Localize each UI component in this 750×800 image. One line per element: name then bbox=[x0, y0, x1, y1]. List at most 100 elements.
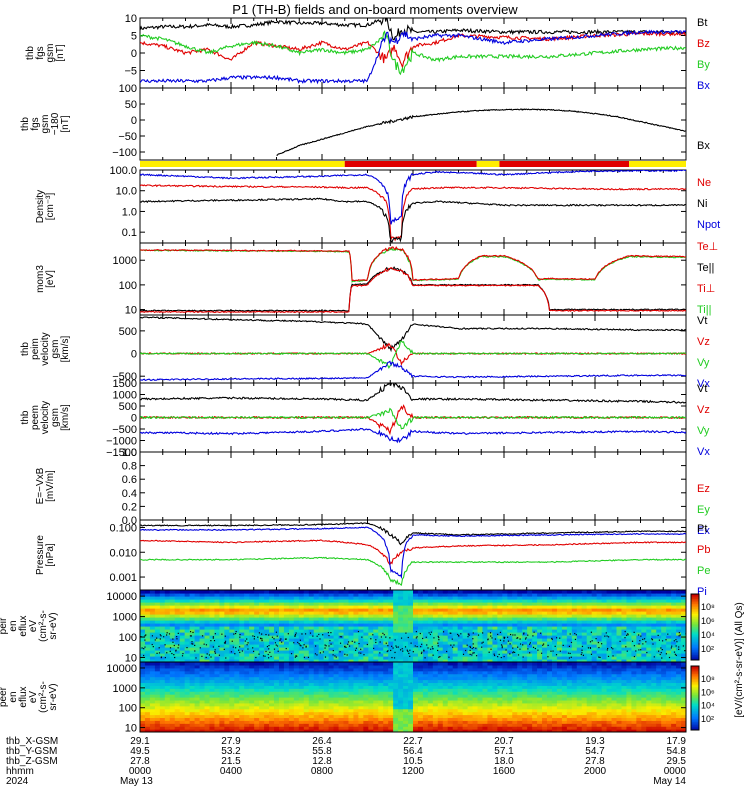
series-pressure-pt bbox=[140, 522, 686, 546]
legend-bt: Bt bbox=[697, 17, 707, 29]
y-axis-label: [eV] bbox=[45, 270, 56, 288]
y-tick-label: 10.0 bbox=[116, 186, 137, 198]
y-axis-label: fgs bbox=[30, 117, 41, 130]
ephemeris-value: 27.8 bbox=[130, 756, 150, 767]
ephemeris-value: 53.2 bbox=[221, 746, 241, 757]
y-axis-label: E=−VxB bbox=[35, 467, 46, 504]
legend-npot: Npot bbox=[697, 219, 720, 231]
y-axis-label: [km/s] bbox=[60, 335, 71, 362]
series-fgs-gsm-by bbox=[140, 30, 686, 76]
mode-bar-segment bbox=[140, 161, 345, 167]
y-tick-label: 10000 bbox=[106, 663, 137, 675]
legend-pi: Pi bbox=[697, 586, 707, 598]
y-axis-label: eV bbox=[28, 691, 39, 704]
y-axis-label: fgs bbox=[35, 46, 46, 59]
colorbar-tick-label: 10⁴ bbox=[701, 630, 715, 640]
series-fgs-gsm-bt bbox=[140, 18, 686, 41]
date-end: May 14 bbox=[653, 776, 686, 787]
y-tick-label: 1000 bbox=[113, 390, 137, 402]
ephemeris-value: 10.5 bbox=[403, 756, 423, 767]
y-axis-label: [km/s] bbox=[60, 404, 71, 431]
y-tick-label: 10000 bbox=[106, 591, 137, 603]
y-tick-label: −1000 bbox=[106, 436, 137, 448]
y-axis-label: Pressure bbox=[35, 535, 46, 575]
y-tick-label: 10 bbox=[125, 13, 137, 25]
panel-density: 100.0 10.0 1.0 0.1 Density [cm⁻³] Ne Ni Npot bbox=[35, 165, 720, 244]
y-axis-label: eV bbox=[28, 620, 39, 633]
panel-frame bbox=[139, 87, 687, 161]
y-axis-label: eflux bbox=[18, 615, 29, 636]
legend-vx: Vx bbox=[697, 446, 710, 458]
plot-title: P1 (TH-B) fields and on-board moments ov… bbox=[232, 2, 518, 17]
panel-efield: 1.0 0.80.6 0.40.2 0.0 E=−VxB [mV/m] Ez Ey Ex bbox=[35, 447, 710, 537]
mode-bar-segment bbox=[344, 161, 477, 167]
y-tick-label: 0.2 bbox=[122, 501, 137, 513]
y-axis-label: gsm bbox=[40, 115, 51, 134]
ephemeris-value: 0000 bbox=[664, 766, 687, 777]
y-axis-label: peim bbox=[30, 338, 41, 360]
y-axis-label: eflux bbox=[18, 686, 29, 707]
y-tick-label: −5 bbox=[124, 66, 137, 78]
legend-vy: Vy bbox=[697, 425, 710, 437]
y-tick-label: 100 bbox=[119, 280, 137, 292]
colorbar-tick-label: 10² bbox=[701, 644, 714, 654]
colorbar-tick-label: 10² bbox=[701, 714, 714, 724]
series-pressure-pi bbox=[140, 526, 686, 579]
y-tick-label: 1000 bbox=[113, 255, 137, 267]
series-pressure-pb bbox=[140, 539, 686, 566]
series-fgs-gsm-bz bbox=[140, 30, 686, 70]
y-tick-label: 500 bbox=[119, 326, 137, 338]
y-axis-label: thb bbox=[20, 410, 31, 424]
ion-colorbar: 10⁸ 10⁶ 10⁴ 10² bbox=[690, 593, 715, 661]
y-axis-label: (cm²-s- bbox=[38, 610, 49, 642]
y-tick-label: 5 bbox=[131, 31, 137, 43]
ephemeris-value: 1200 bbox=[402, 766, 425, 777]
y-axis-label: peem bbox=[30, 405, 41, 430]
y-axis-label: Density bbox=[35, 190, 46, 223]
date-start: May 13 bbox=[120, 776, 153, 787]
legend-ti: Ti|| bbox=[697, 304, 711, 316]
ephemeris-value: 29.5 bbox=[667, 756, 687, 767]
legend-te: Te|| bbox=[697, 262, 714, 274]
y-tick-label: 0 bbox=[131, 349, 137, 361]
ephemeris-label: thb_Y-GSM bbox=[6, 746, 57, 757]
y-tick-label: 1000 bbox=[113, 612, 137, 624]
mode-bar-segment bbox=[476, 161, 500, 167]
panel-fgs-gsm-clip: 100 50 0 −50 −100 thb fgs gsm −180 [nT] Bx bbox=[20, 83, 710, 161]
ephemeris-value: 54.8 bbox=[667, 746, 687, 757]
ephemeris-value: 19.3 bbox=[585, 736, 605, 747]
series-peem-velocity-vt bbox=[140, 383, 686, 404]
y-tick-label: 0 bbox=[131, 48, 137, 60]
legend-bx: Bx bbox=[697, 140, 710, 152]
series-peem-velocity-vy bbox=[140, 407, 686, 430]
ephemeris-value: 1600 bbox=[493, 766, 516, 777]
y-tick-label: 1000 bbox=[113, 683, 137, 695]
y-tick-label: 0.0 bbox=[122, 515, 137, 527]
ephemeris-table: thb_X-GSM 29.1 27.9 26.4 22.7 20.7 19.3 17.9 thb… bbox=[6, 736, 686, 787]
series-density-ne bbox=[140, 184, 686, 242]
series-temperature-te bbox=[140, 266, 686, 314]
legend-vt: Vt bbox=[697, 383, 707, 395]
y-tick-label: −1500 bbox=[106, 447, 137, 459]
y-axis-label: gsm bbox=[50, 408, 61, 427]
colorbar-tick-label: 10⁴ bbox=[701, 701, 715, 711]
legend-pt: Pt bbox=[697, 523, 707, 535]
ephemeris-value: 57.1 bbox=[494, 746, 514, 757]
legend-ey: Ey bbox=[697, 504, 710, 516]
panel-pressure: 0.100 0.010 0.001 Pressure [nPa] Pt Pb Pe Pi bbox=[35, 519, 710, 598]
y-tick-label: 0.1 bbox=[122, 227, 137, 239]
series-density-npot bbox=[140, 170, 686, 225]
y-axis-label: velocity bbox=[40, 401, 51, 434]
y-axis-label: [nPa] bbox=[45, 543, 56, 567]
y-tick-label: 1.0 bbox=[122, 447, 137, 459]
panel-frame bbox=[139, 169, 687, 244]
y-tick-label: −100 bbox=[112, 147, 137, 159]
ephemeris-value: 26.4 bbox=[312, 736, 332, 747]
y-axis-label: en bbox=[8, 620, 19, 631]
legend-vz: Vz bbox=[697, 404, 710, 416]
y-axis-label: gsm bbox=[45, 44, 56, 63]
y-axis-label: sr-eV) bbox=[48, 612, 59, 639]
y-axis-label: (cm²-s- bbox=[38, 681, 49, 713]
